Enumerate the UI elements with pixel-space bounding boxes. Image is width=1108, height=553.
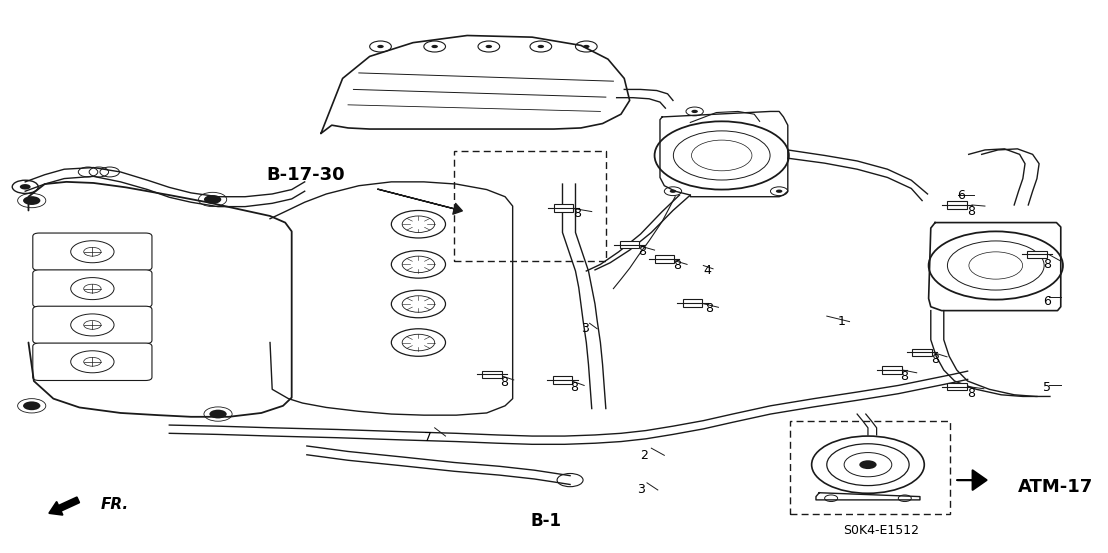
- Bar: [683, 299, 702, 307]
- Circle shape: [204, 195, 222, 204]
- Circle shape: [23, 401, 40, 410]
- FancyArrowPatch shape: [378, 189, 462, 214]
- Circle shape: [691, 110, 698, 113]
- Text: 8: 8: [931, 352, 938, 366]
- FancyBboxPatch shape: [33, 270, 152, 307]
- Bar: [454, 151, 606, 261]
- Text: 1: 1: [838, 315, 845, 328]
- Circle shape: [776, 190, 782, 193]
- Text: FR.: FR.: [101, 497, 130, 512]
- Text: 7: 7: [424, 431, 432, 444]
- Bar: [655, 255, 674, 263]
- Text: 2: 2: [640, 449, 648, 462]
- Text: 4: 4: [704, 264, 711, 278]
- Text: 3: 3: [581, 322, 588, 335]
- Bar: [554, 204, 573, 212]
- Bar: [790, 421, 951, 514]
- Text: S0K4-E1512: S0K4-E1512: [843, 524, 919, 537]
- Circle shape: [431, 45, 438, 48]
- FancyBboxPatch shape: [33, 233, 152, 270]
- Text: B-17-30: B-17-30: [267, 166, 346, 184]
- FancyBboxPatch shape: [33, 343, 152, 380]
- Text: 8: 8: [1044, 258, 1051, 271]
- FancyArrowPatch shape: [957, 471, 986, 490]
- Text: ATM-17: ATM-17: [1017, 478, 1092, 495]
- Text: 8: 8: [573, 207, 582, 220]
- Text: 8: 8: [706, 302, 714, 315]
- Text: 8: 8: [638, 244, 646, 258]
- Circle shape: [537, 45, 544, 48]
- FancyBboxPatch shape: [33, 306, 152, 343]
- Bar: [553, 376, 572, 384]
- Text: B-1: B-1: [531, 512, 562, 530]
- Bar: [482, 371, 502, 378]
- Circle shape: [860, 460, 876, 469]
- Bar: [882, 366, 902, 374]
- Text: 6: 6: [957, 189, 965, 201]
- Text: 8: 8: [967, 205, 976, 218]
- Circle shape: [669, 190, 676, 193]
- Text: 8: 8: [571, 381, 578, 394]
- Circle shape: [377, 45, 383, 48]
- Circle shape: [23, 196, 40, 205]
- Text: 3: 3: [637, 483, 645, 497]
- Text: 8: 8: [967, 387, 976, 400]
- Circle shape: [485, 45, 492, 48]
- FancyArrowPatch shape: [50, 497, 79, 515]
- Text: 8: 8: [673, 259, 681, 272]
- Circle shape: [583, 45, 589, 48]
- Bar: [947, 383, 966, 390]
- Circle shape: [209, 410, 227, 419]
- Text: 8: 8: [500, 375, 507, 389]
- Bar: [912, 348, 932, 356]
- Circle shape: [20, 184, 31, 190]
- Bar: [619, 241, 639, 248]
- Text: 6: 6: [1044, 295, 1051, 308]
- Text: 5: 5: [1044, 381, 1051, 394]
- Bar: [947, 201, 966, 209]
- Text: 8: 8: [901, 370, 909, 383]
- Bar: [1027, 251, 1047, 258]
